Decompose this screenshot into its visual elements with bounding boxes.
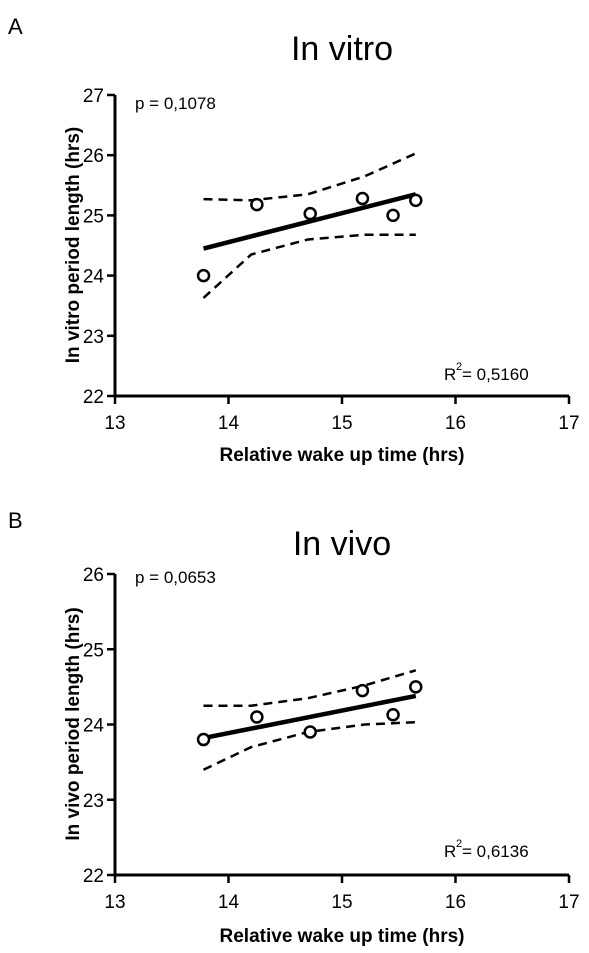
ci-upper-curve-b [203, 669, 417, 707]
data-point-a [386, 208, 400, 223]
plot-marks-b [196, 669, 423, 771]
data-point-b [250, 710, 264, 724]
y-tick-label-b: 26 [83, 565, 104, 586]
y-axis-label-a: In vitro period length (hrs) [63, 127, 84, 363]
y-tick-label-a: 23 [83, 327, 104, 348]
x-tick-label-a: 17 [558, 413, 579, 434]
data-point-b [196, 732, 211, 747]
y-tick-label-a: 22 [83, 387, 104, 408]
x-tick-label-b: 16 [445, 892, 466, 913]
panel-b: B In vivo In vivo period length (hrs) Re… [8, 508, 580, 947]
r-squared-letter-b: R [444, 842, 456, 861]
data-point-a [303, 206, 317, 221]
p-value-a: p = 0,1078 [135, 94, 216, 113]
chart-title-b: In vivo [293, 525, 391, 563]
y-tick-label-b: 22 [83, 866, 104, 887]
r-squared-value-b: = 0,6136 [462, 842, 529, 861]
panel-label-a: A [8, 14, 23, 39]
data-point-b [386, 707, 400, 722]
axes-a: 22 23 24 25 26 27 13 14 15 16 17 [83, 86, 580, 434]
panel-label-b: B [8, 508, 23, 533]
data-point-a [409, 193, 423, 208]
y-tick-label-a: 25 [83, 206, 104, 227]
data-point-b [409, 680, 423, 694]
r-squared-value-a: = 0,5160 [462, 365, 529, 384]
r-squared-letter-a: R [444, 365, 456, 384]
data-point-a [196, 268, 211, 283]
y-tick-label-a: 27 [83, 86, 104, 107]
regression-line-a [202, 192, 417, 251]
ci-lower-curve-a [202, 233, 416, 299]
regression-line-b [203, 693, 417, 741]
y-tick-label-a: 26 [83, 146, 104, 167]
x-tick-label-a: 16 [445, 413, 466, 434]
x-tick-label-a: 13 [104, 413, 125, 434]
x-tick-label-a: 14 [218, 413, 240, 434]
chart-title-a: In vitro [291, 30, 393, 68]
data-point-a [250, 197, 264, 212]
x-tick-label-a: 15 [331, 413, 352, 434]
panel-a: A In vitro In vitro period length (hrs) … [8, 14, 580, 466]
p-value-b: p = 0,0653 [135, 568, 216, 587]
x-axis-label-b: Relative wake up time (hrs) [220, 926, 465, 947]
x-axis-label-a: Relative wake up time (hrs) [220, 445, 465, 466]
data-point-b [303, 725, 317, 739]
x-tick-label-b: 14 [218, 892, 240, 913]
r-squared-a: R 2 = 0,5160 [444, 361, 529, 384]
x-tick-label-b: 17 [558, 892, 579, 913]
r-squared-exponent-a: 2 [456, 361, 462, 373]
ci-upper-curve-a [203, 152, 417, 202]
axes-b: 22 23 24 25 26 13 14 15 16 17 [83, 565, 580, 913]
r-squared-exponent-b: 2 [456, 838, 462, 850]
y-tick-label-b: 25 [83, 640, 104, 661]
x-tick-label-b: 13 [104, 892, 125, 913]
plot-marks-a [196, 152, 423, 299]
x-tick-label-b: 15 [331, 892, 352, 913]
data-point-a [355, 191, 370, 206]
y-tick-label-b: 23 [83, 791, 104, 812]
r-squared-b: R 2 = 0,6136 [444, 838, 529, 861]
data-point-b [355, 683, 370, 698]
y-tick-label-a: 24 [83, 267, 105, 288]
y-axis-label-b: In vivo period length (hrs) [63, 607, 84, 840]
y-tick-label-b: 24 [83, 716, 105, 737]
